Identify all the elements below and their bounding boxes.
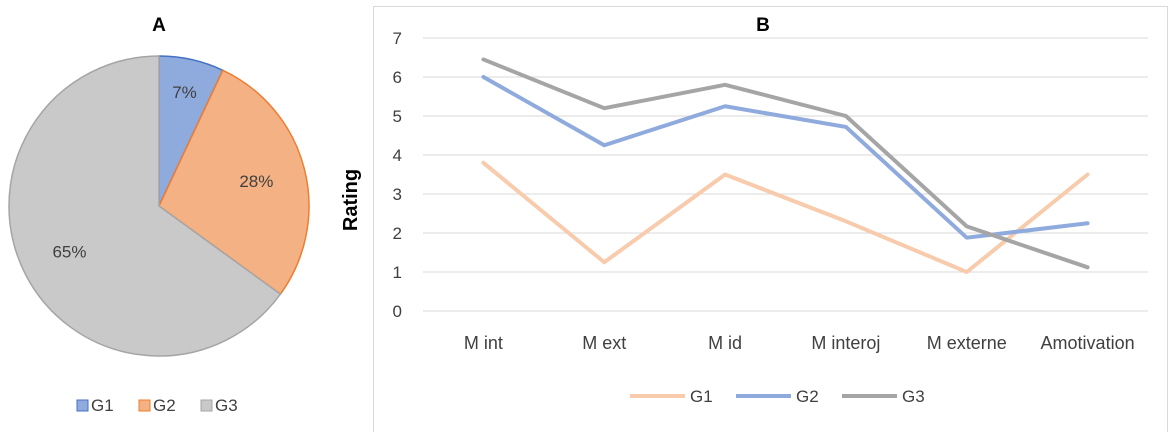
- y-tick-label: 7: [393, 29, 402, 48]
- x-tick-label: M externe: [927, 333, 1007, 353]
- y-tick-label: 3: [393, 185, 402, 204]
- pie-legend-item: G1: [76, 396, 114, 415]
- line-legend: G1 G2 G3: [630, 387, 925, 406]
- legend-swatch: [200, 399, 213, 412]
- legend-label: G2: [153, 396, 176, 415]
- series-line-g3: [481, 57, 1090, 270]
- legend-label: G1: [690, 387, 713, 406]
- y-tick-label: 2: [393, 224, 402, 243]
- legend-label: G3: [902, 387, 925, 406]
- y-tick-label: 0: [393, 302, 402, 321]
- x-tick-label: Amotivation: [1041, 333, 1135, 353]
- panel-b-frame: [373, 6, 1168, 432]
- pie-legend: G1 G2 G3: [76, 396, 238, 415]
- y-tick-labels: 0 1 2 3 4 5 6 7: [393, 29, 402, 321]
- line-legend-item: G3: [842, 387, 925, 406]
- line-chart-title: B: [756, 15, 770, 36]
- pie-slice-g2: [158, 69, 310, 296]
- y-tick-label: 1: [393, 263, 402, 282]
- pie-value-label: 65%: [52, 243, 86, 262]
- pie-legend-item: G2: [138, 396, 176, 415]
- legend-label: G2: [796, 387, 819, 406]
- line-legend-item: G2: [736, 387, 819, 406]
- legend-label: G3: [215, 396, 238, 415]
- series-lines: [481, 57, 1090, 274]
- y-tick-label: 5: [393, 107, 402, 126]
- y-tick-label: 4: [393, 146, 402, 165]
- pie-slices: [8, 55, 310, 357]
- y-tick-label: 6: [393, 68, 402, 87]
- series-line-g1: [481, 160, 1090, 274]
- y-axis-title: Rating: [340, 169, 362, 231]
- legend-swatch: [138, 399, 151, 412]
- line-legend-item: G1: [630, 387, 713, 406]
- x-tick-label: M id: [708, 333, 742, 353]
- legend-label: G1: [91, 396, 114, 415]
- x-tick-labels: M int M ext M id M interoj M externe Amotivat…: [464, 333, 1135, 353]
- pie-value-labels: 7% 28% 65%: [52, 83, 273, 262]
- x-tick-label: M interoj: [811, 333, 880, 353]
- pie-value-label: 7%: [172, 83, 197, 102]
- pie-title: A: [152, 15, 166, 36]
- pie-legend-item: G3: [200, 396, 238, 415]
- x-tick-label: M ext: [582, 333, 626, 353]
- x-tick-label: M int: [464, 333, 503, 353]
- pie-value-label: 28%: [239, 172, 273, 191]
- pie-slice-g3: [8, 55, 282, 357]
- legend-swatch: [76, 399, 89, 412]
